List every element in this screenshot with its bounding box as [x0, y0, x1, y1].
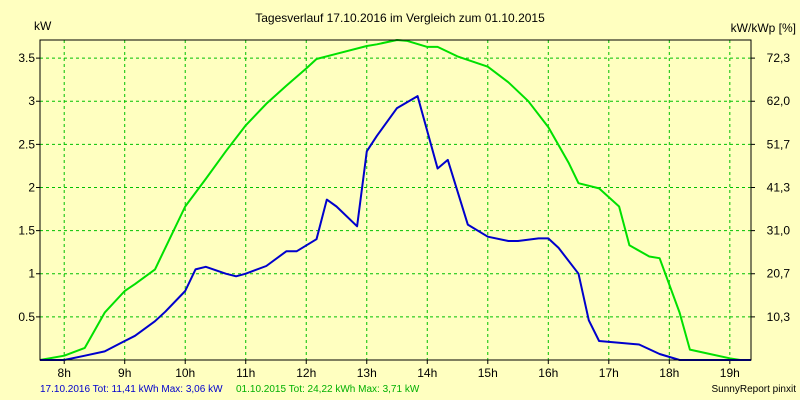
x-tick-label: 18h [659, 366, 679, 380]
x-tick-labels: 8h 9h 10h 11h 12h 13h 14h 15h 16h 17h 18h 19h [58, 366, 740, 380]
series-line-17.10.2016 [40, 95, 751, 361]
series-line-01.10.2015 [39, 39, 751, 361]
x-tick-label: 11h [236, 366, 255, 380]
footer-credit: SunnyReport pinxit [712, 384, 797, 395]
y-tick-labels-left: 0.5 1 1.5 2 2.5 3 3.5 [18, 51, 35, 324]
x-tick-label: 9h [118, 366, 131, 380]
y-tick-label-left: 2 [28, 180, 35, 194]
x-tick-label: 13h [357, 366, 377, 380]
x-tick-label: 8h [58, 366, 71, 380]
x-tick-label: 12h [296, 366, 316, 380]
series-lines [39, 39, 751, 361]
footer-summary-2016: 17.10.2016 Tot: 11,41 kWh Max: 3,06 kW [40, 384, 223, 395]
y-tick-label-right: 31,0 [767, 224, 791, 238]
y-tick-label-left: 0.5 [18, 310, 35, 324]
x-tick-label: 17h [599, 366, 619, 380]
y-tick-label-right: 72,3 [767, 51, 791, 65]
y-tick-label-right: 10,3 [767, 310, 791, 324]
chart-title: Tagesverlauf 17.10.2016 im Vergleich zum… [255, 11, 545, 25]
y-tick-label-right: 51,7 [767, 137, 791, 151]
plot-frame [39, 39, 752, 361]
y-tick-label-left: 2.5 [18, 137, 35, 151]
x-tick-label: 10h [175, 366, 195, 380]
x-tick-label: 14h [417, 366, 437, 380]
y-tick-labels-right: 10,3 20,7 31,0 41,3 51,7 62,0 72,3 [767, 51, 791, 324]
grid [36, 40, 755, 364]
y-tick-label-right: 41,3 [767, 180, 791, 194]
x-tick-label: 16h [538, 366, 558, 380]
y-axis-right-label: kW/kWp [%] [731, 21, 796, 35]
y-tick-label-left: 1.5 [18, 224, 35, 238]
y-tick-label-right: 62,0 [767, 94, 791, 108]
y-axis-left-label: kW [34, 19, 52, 33]
y-tick-label-right: 20,7 [767, 267, 791, 281]
y-tick-label-left: 3.5 [18, 51, 35, 65]
x-tick-label: 19h [720, 366, 740, 380]
y-tick-label-left: 1 [28, 267, 35, 281]
footer-summary-2015: 01.10.2015 Tot: 24,22 kWh Max: 3,71 kW [236, 384, 420, 395]
y-tick-label-left: 3 [28, 94, 35, 108]
x-tick-label: 15h [478, 366, 498, 380]
